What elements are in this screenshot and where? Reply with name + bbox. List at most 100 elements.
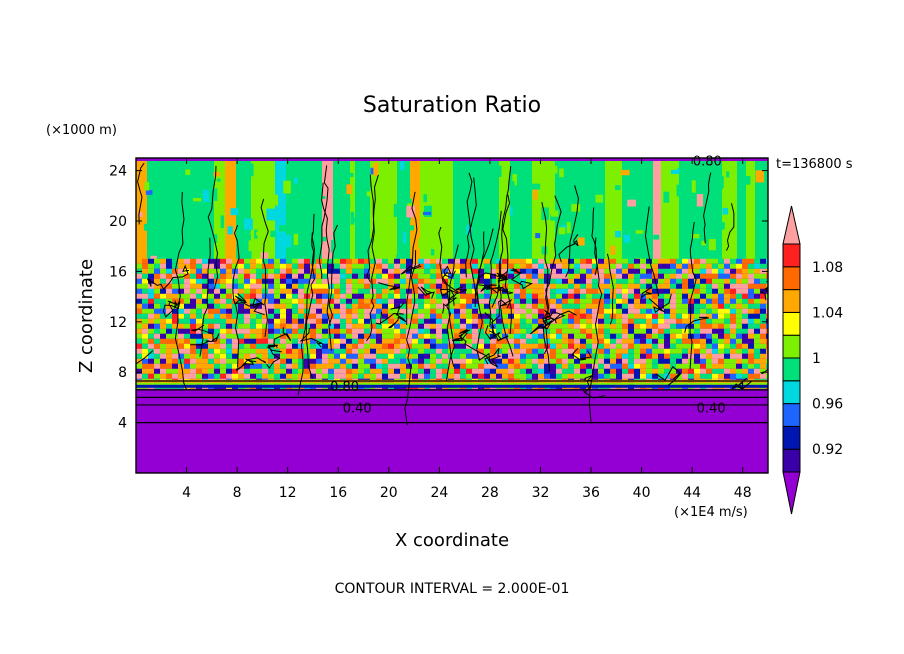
- contour-line: [190, 324, 220, 346]
- mixed-layer-cell: [298, 258, 304, 264]
- mixed-layer-cell: [676, 303, 682, 309]
- mixed-layer-cell: [658, 338, 664, 344]
- mixed-layer-cell: [394, 283, 400, 289]
- mixed-layer-cell: [670, 298, 676, 304]
- mixed-layer-cell: [562, 273, 568, 279]
- mixed-layer-cell: [490, 298, 496, 304]
- mixed-layer-cell: [136, 368, 142, 374]
- mixed-layer-cell: [430, 373, 436, 379]
- mixed-layer-cell: [280, 338, 286, 344]
- mixed-layer-cell: [742, 313, 748, 319]
- mixed-layer-cell: [694, 338, 700, 344]
- colorbar-box: [782, 425, 801, 450]
- mixed-layer-cell: [346, 338, 352, 344]
- mixed-layer-cell: [712, 308, 718, 314]
- mixed-layer-cell: [718, 363, 724, 369]
- mixed-layer-cell: [502, 323, 508, 329]
- upper-patch: [304, 194, 311, 200]
- contour-line: [451, 328, 491, 363]
- mixed-layer-cell: [538, 328, 544, 334]
- mixed-layer-cell: [706, 343, 712, 349]
- mixed-layer-cell: [340, 313, 346, 319]
- y-tick-label: 4: [118, 416, 127, 432]
- mixed-layer-cell: [436, 353, 442, 359]
- mixed-layer-cell: [628, 278, 634, 284]
- mixed-layer-cell: [190, 273, 196, 279]
- mixed-layer-cell: [580, 268, 586, 274]
- mixed-layer-cell: [412, 273, 418, 279]
- mixed-layer-cell: [538, 303, 544, 309]
- contour-labels: 0.40 0.400.800.80: [330, 155, 726, 417]
- mixed-layer-cell: [664, 348, 670, 354]
- mixed-layer-cell: [760, 293, 766, 299]
- mixed-layer-cell: [172, 323, 178, 329]
- mixed-layer-cell: [430, 353, 436, 359]
- upper-patch: [266, 208, 276, 221]
- mixed-layer-cell: [514, 373, 520, 379]
- mixed-layer-cell: [190, 343, 196, 349]
- mixed-layer-cell: [448, 358, 454, 364]
- mixed-layer-cell: [730, 338, 736, 344]
- mixed-layer-cell: [700, 273, 706, 279]
- mixed-layer-cell: [556, 318, 562, 324]
- mixed-layer-cell: [742, 298, 748, 304]
- mixed-layer-cell: [616, 313, 622, 319]
- mixed-layer-cell: [436, 343, 442, 349]
- contour-line: [478, 284, 513, 295]
- mixed-layer-cell: [742, 308, 748, 314]
- mixed-layer-cell: [412, 268, 418, 274]
- mixed-layer-cell: [382, 258, 388, 264]
- colorbar-box: [782, 243, 801, 268]
- mixed-layer-cell: [646, 273, 652, 279]
- mixed-layer-cell: [550, 363, 556, 369]
- mixed-layer-cell: [400, 338, 406, 344]
- mixed-layer-cell: [400, 348, 406, 354]
- upper-column-cell: [333, 158, 350, 263]
- mixed-layer-cell: [358, 308, 364, 314]
- mixed-layer-cell: [712, 328, 718, 334]
- mixed-layer-cell: [574, 258, 580, 264]
- mixed-layer-cell: [502, 268, 508, 274]
- mixed-layer-cell: [466, 338, 472, 344]
- mixed-layer-cell: [382, 343, 388, 349]
- mixed-layer-cell: [238, 318, 244, 324]
- colorbar-tick-label: 0.96: [812, 397, 843, 413]
- mixed-layer-cell: [604, 258, 610, 264]
- mixed-layer-cell: [748, 338, 754, 344]
- mixed-layer-cell: [358, 363, 364, 369]
- mixed-layer-cell: [496, 258, 502, 264]
- mixed-layer-cell: [424, 328, 430, 334]
- mixed-layer-cell: [298, 363, 304, 369]
- mixed-layer-cell: [760, 273, 766, 279]
- mixed-layer-cell: [232, 263, 238, 269]
- mixed-layer-cell: [148, 263, 154, 269]
- mixed-layer-cell: [370, 263, 376, 269]
- mixed-layer-cell: [754, 358, 760, 364]
- mixed-layer-cell: [226, 363, 232, 369]
- mixed-layer-cell: [652, 268, 658, 274]
- mixed-layer-cell: [430, 323, 436, 329]
- mixed-layer-cell: [688, 283, 694, 289]
- mixed-layer-cell: [628, 318, 634, 324]
- mixed-layer-cell: [448, 268, 454, 274]
- mixed-layer-cell: [190, 268, 196, 274]
- mixed-layer-cell: [274, 263, 280, 269]
- mixed-layer-cell: [208, 308, 214, 314]
- mixed-layer-cell: [358, 333, 364, 339]
- mixed-layer-cell: [334, 283, 340, 289]
- mixed-layer-cell: [682, 313, 688, 319]
- mixed-layer-cell: [682, 283, 688, 289]
- mixed-layer-cell: [382, 333, 388, 339]
- mixed-layer-cell: [340, 338, 346, 344]
- mixed-layer-cell: [670, 273, 676, 279]
- contour-line: [365, 174, 376, 342]
- mixed-layer-cell: [718, 308, 724, 314]
- mixed-layer-cell: [712, 288, 718, 294]
- mixed-layer-cell: [454, 323, 460, 329]
- mixed-layer-cell: [658, 318, 664, 324]
- mixed-layer-cell: [724, 308, 730, 314]
- mixed-layer-cell: [190, 318, 196, 324]
- mixed-layer-cell: [256, 293, 262, 299]
- mixed-layer-cell: [676, 273, 682, 279]
- contour-line: [162, 299, 181, 318]
